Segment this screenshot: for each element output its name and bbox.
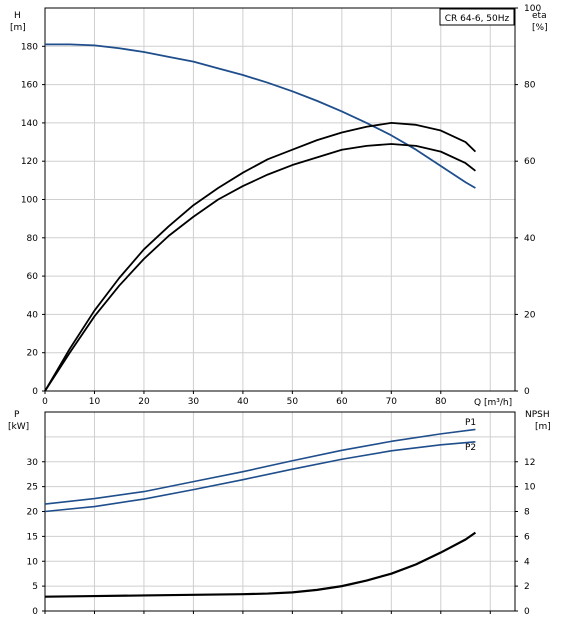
power-tick-label: 10	[27, 557, 39, 567]
npsh-curve	[44, 531, 477, 598]
x-tick-label: 80	[435, 397, 447, 407]
power-tick-label: 20	[27, 508, 39, 518]
npsh-axis-unit: [m]	[535, 422, 551, 432]
x-tick-label: 70	[386, 397, 398, 407]
head-tick-label: 80	[27, 234, 39, 244]
power-tick-label: 0	[32, 607, 38, 617]
x-tick-label: 40	[237, 397, 249, 407]
eta-curve-inner	[44, 143, 476, 392]
npsh-tick-label: 6	[524, 532, 530, 542]
power-tick-label: 30	[27, 458, 39, 468]
flow-axis-label: Q [m³/h]	[474, 398, 512, 408]
x-tick-label: 60	[336, 397, 348, 407]
x-tick-label: 50	[287, 397, 299, 407]
eta-tick-label: 20	[524, 310, 536, 320]
eta-tick-label: 100	[524, 4, 541, 14]
eta-axis-label: eta	[532, 11, 547, 21]
x-tick-label: 30	[188, 397, 200, 407]
p1-series-label: P1	[465, 418, 476, 428]
p1-power-curve	[44, 428, 476, 505]
npsh-tick-label: 12	[524, 458, 535, 468]
eta-curve-outer	[44, 122, 477, 392]
head-curve	[45, 43, 476, 189]
chart-title: CR 64-6, 50Hz	[445, 14, 510, 24]
power-axis-unit: [kW]	[8, 422, 29, 432]
npsh-tick-label: 2	[524, 582, 530, 592]
head-tick-label: 100	[21, 196, 38, 206]
head-tick-label: 180	[21, 42, 38, 52]
npsh-axis-label: NPSH	[525, 410, 550, 420]
bottom-panel-ticks: 0 5 10 15 20 25 30 0 2 4 6 8 10 12	[27, 458, 536, 617]
head-tick-label: 120	[21, 157, 38, 167]
eta-tick-label: 60	[524, 157, 536, 167]
x-tick-label: 0	[42, 397, 48, 407]
power-tick-label: 25	[27, 483, 38, 493]
npsh-tick-label: 0	[524, 607, 530, 617]
p2-series-label: P2	[465, 443, 476, 453]
head-axis-label: H	[14, 11, 21, 21]
power-axis-label: P	[14, 410, 20, 420]
npsh-tick-label: 4	[524, 557, 530, 567]
top-panel-ticks: 0 10 20 30 40 50 60 70 80 0 20 40 60 80 100 120 140 160 18…	[21, 4, 542, 407]
head-tick-label: 160	[21, 81, 38, 91]
head-tick-label: 0	[32, 387, 38, 397]
eta-tick-label: 40	[524, 234, 536, 244]
bottom-panel-series	[44, 428, 477, 598]
top-panel-series	[44, 43, 477, 392]
npsh-tick-label: 8	[524, 508, 530, 518]
npsh-tick-label: 10	[524, 483, 536, 493]
eta-tick-label: 0	[524, 387, 530, 397]
x-tick-label: 10	[89, 397, 101, 407]
head-axis-unit: [m]	[10, 23, 26, 33]
x-tick-label: 20	[138, 397, 150, 407]
eta-axis-unit: [%]	[532, 23, 548, 33]
chart-title-box: CR 64-6, 50Hz	[439, 8, 515, 26]
head-tick-label: 60	[27, 272, 39, 282]
power-tick-label: 5	[32, 582, 38, 592]
head-tick-label: 20	[27, 349, 39, 359]
bottom-panel-grid	[45, 412, 515, 611]
power-tick-label: 15	[27, 532, 38, 542]
eta-tick-label: 80	[524, 81, 536, 91]
top-panel-grid	[45, 7, 515, 391]
p2-power-curve	[44, 441, 476, 513]
head-tick-label: 40	[27, 310, 39, 320]
head-tick-label: 140	[21, 119, 38, 129]
